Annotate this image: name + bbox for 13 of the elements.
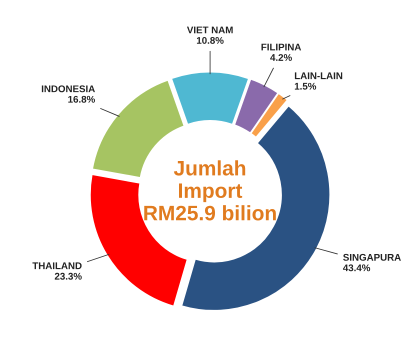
text: Jumlah Import RM25.9 bilion [144,160,276,220]
slice-label: THAILAND [32,262,82,270]
data-label: 23.3% [54,272,82,280]
slice-label: SINGAPURA [343,254,401,261]
data-label: 16.8% [68,96,95,103]
slice-label: VIET NAM [186,26,233,34]
data-label: 43.4% [342,264,370,272]
slice-label: LAIN-LAIN [294,72,342,80]
data-label: 10.8% [196,36,224,44]
data-label: 4.2% [270,54,292,61]
slice-label: INDONESIA [42,85,95,92]
slice-label: FILIPINA [262,44,302,50]
data-label: 1.5% [294,82,316,90]
